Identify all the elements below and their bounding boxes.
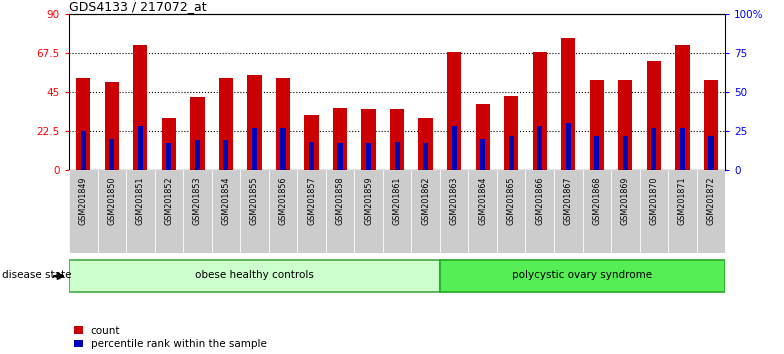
Bar [452,126,457,170]
FancyBboxPatch shape [525,170,554,253]
Bar [109,139,114,170]
Bar [162,118,176,170]
Bar [81,131,85,170]
Bar [361,109,376,170]
Bar [509,136,514,170]
Bar [622,136,628,170]
Bar [619,80,633,170]
Text: GSM201872: GSM201872 [706,177,716,225]
Bar [337,143,343,170]
Text: GSM201861: GSM201861 [393,177,401,225]
Bar [219,78,233,170]
Bar [390,109,405,170]
Text: GSM201849: GSM201849 [78,177,88,225]
Bar [476,104,490,170]
FancyBboxPatch shape [240,170,269,253]
Text: GSM201858: GSM201858 [336,177,344,225]
Text: disease state: disease state [2,270,72,280]
FancyBboxPatch shape [611,170,640,253]
Text: polycystic ovary syndrome: polycystic ovary syndrome [513,270,652,280]
FancyBboxPatch shape [697,170,725,253]
Text: GSM201850: GSM201850 [107,177,116,225]
Text: GSM201866: GSM201866 [535,177,544,225]
Text: GDS4133 / 217072_at: GDS4133 / 217072_at [69,0,207,13]
FancyBboxPatch shape [126,170,154,253]
Bar [480,139,485,170]
Text: GSM201867: GSM201867 [564,177,573,225]
Bar [252,128,257,170]
Bar [133,45,147,170]
FancyBboxPatch shape [468,170,497,253]
Bar [709,136,713,170]
FancyBboxPatch shape [440,260,725,292]
FancyBboxPatch shape [354,170,383,253]
Bar [191,97,205,170]
Text: GSM201869: GSM201869 [621,177,630,225]
Bar [194,140,200,170]
Bar [247,75,262,170]
Text: GSM201863: GSM201863 [450,177,459,225]
Text: GSM201854: GSM201854 [221,177,230,225]
FancyBboxPatch shape [97,170,126,253]
Bar [561,38,575,170]
Bar [138,126,143,170]
Bar [675,45,690,170]
FancyBboxPatch shape [269,170,297,253]
Bar [680,128,685,170]
Text: GSM201865: GSM201865 [506,177,516,225]
FancyBboxPatch shape [383,170,412,253]
FancyBboxPatch shape [668,170,697,253]
Bar [447,52,461,170]
Text: GSM201868: GSM201868 [592,177,601,225]
FancyBboxPatch shape [69,260,440,292]
Bar [309,142,314,170]
Text: GSM201857: GSM201857 [307,177,316,225]
Bar [652,128,656,170]
Text: GSM201851: GSM201851 [136,177,145,225]
Bar [532,52,547,170]
Text: GSM201864: GSM201864 [478,177,487,225]
Bar [537,126,543,170]
Bar [76,78,90,170]
Text: GSM201871: GSM201871 [678,177,687,225]
Bar [594,136,600,170]
Bar [276,78,290,170]
Bar [566,123,571,170]
Bar [423,143,428,170]
Text: GSM201870: GSM201870 [649,177,659,225]
Bar [166,143,172,170]
Bar [104,82,119,170]
Bar [704,80,718,170]
FancyBboxPatch shape [583,170,611,253]
Bar [647,61,661,170]
Bar [394,142,400,170]
FancyBboxPatch shape [497,170,525,253]
FancyBboxPatch shape [212,170,240,253]
FancyBboxPatch shape [640,170,668,253]
Bar [223,140,228,170]
Text: GSM201852: GSM201852 [165,177,173,225]
Bar [366,143,371,170]
Text: GSM201859: GSM201859 [364,177,373,225]
Text: GSM201856: GSM201856 [278,177,288,225]
Bar [333,108,347,170]
FancyBboxPatch shape [154,170,183,253]
Bar [281,128,285,170]
Bar [590,80,604,170]
FancyBboxPatch shape [440,170,468,253]
Text: GSM201862: GSM201862 [421,177,430,225]
Bar [304,115,318,170]
Text: obese healthy controls: obese healthy controls [195,270,314,280]
FancyBboxPatch shape [412,170,440,253]
Bar [419,118,433,170]
FancyBboxPatch shape [554,170,583,253]
Text: GSM201855: GSM201855 [250,177,259,225]
FancyBboxPatch shape [326,170,354,253]
FancyBboxPatch shape [69,170,97,253]
FancyBboxPatch shape [183,170,212,253]
Text: GSM201853: GSM201853 [193,177,202,225]
FancyBboxPatch shape [297,170,326,253]
Legend: count, percentile rank within the sample: count, percentile rank within the sample [74,326,267,349]
Bar [504,96,518,170]
